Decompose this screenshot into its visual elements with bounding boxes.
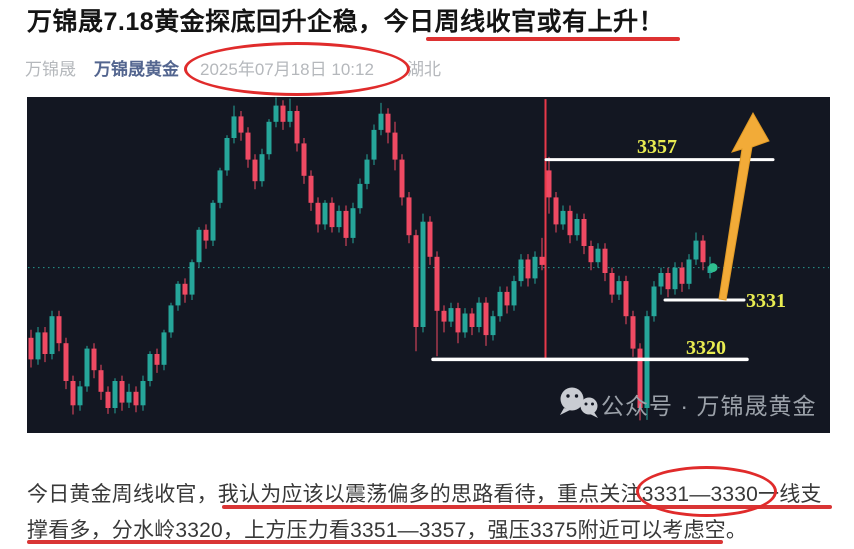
support-label: 3320	[686, 337, 726, 359]
paragraph-red-underline-2	[27, 540, 723, 544]
wechat-icon	[560, 387, 598, 418]
candlesticks	[28, 97, 713, 421]
last-price-dot	[708, 263, 718, 273]
near-support-label: 3331	[746, 290, 786, 312]
analysis-paragraph-line1: 今日黄金周线收官，我认为应该以震荡偏多的思路看待，重点关注3331—3330一线…	[27, 483, 822, 506]
gold-candlestick-chart-image[interactable]: 3357 3320 3331 公众号 · 万锦晟黄金	[27, 97, 830, 433]
up-arrow-annotation	[718, 111, 770, 301]
watermark-text: 公众号 · 万锦晟黄金	[601, 393, 816, 419]
date-red-circle-annotation	[184, 42, 410, 96]
chart-svg: 3357 3320 3331 公众号 · 万锦晟黄金	[28, 97, 829, 421]
price-range-red-circle-annotation	[636, 466, 777, 517]
paragraph-red-underline-1	[222, 505, 832, 509]
byline-location: 湖北	[407, 60, 441, 79]
byline-account-link[interactable]: 万锦晟黄金	[94, 60, 179, 79]
resistance-label: 3357	[637, 136, 677, 158]
analysis-paragraph-line2: 撑看多，分水岭3320，上方压力看3351—3357，强压3375附近可以考虑空…	[27, 519, 748, 542]
article-title: 万锦晟7.18黄金探底回升企稳，今日周线收官或有上升！	[27, 8, 665, 36]
title-red-underline	[426, 37, 680, 41]
byline-author: 万锦晟	[25, 60, 76, 79]
